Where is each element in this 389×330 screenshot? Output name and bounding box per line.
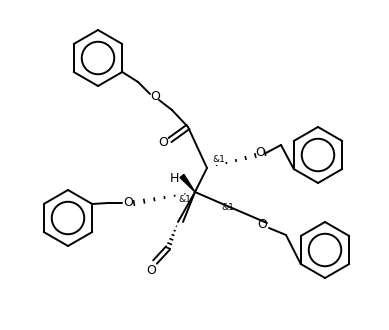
Text: O: O bbox=[123, 196, 133, 210]
Text: O: O bbox=[150, 90, 160, 104]
Text: &1: &1 bbox=[179, 195, 191, 205]
Text: O: O bbox=[158, 136, 168, 148]
Text: O: O bbox=[257, 218, 267, 232]
Text: O: O bbox=[255, 147, 265, 159]
Text: O: O bbox=[146, 263, 156, 277]
Polygon shape bbox=[180, 175, 195, 192]
Text: &1: &1 bbox=[222, 204, 235, 213]
Text: &1: &1 bbox=[212, 155, 226, 164]
Text: H: H bbox=[169, 172, 179, 184]
